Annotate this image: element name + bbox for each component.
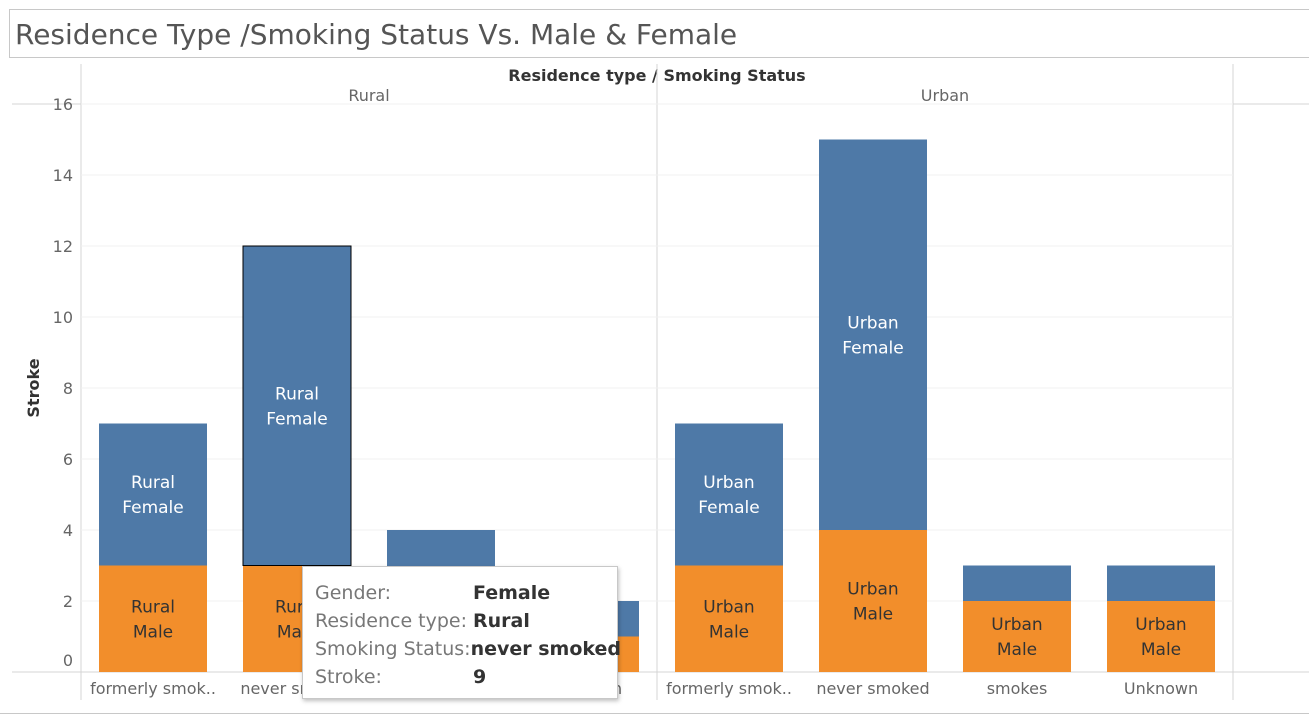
y-tick-label: 2 (63, 592, 73, 611)
tooltip-row-residence: Residence type: Rural (315, 607, 617, 635)
bar-label-male: Urban Male (1135, 615, 1186, 660)
tooltip: Gender: Female Residence type: Rural Smo… (302, 566, 621, 699)
tooltip-value: Rural (473, 610, 530, 632)
y-tick-label: 4 (63, 521, 73, 540)
bar-male-urban-2 (963, 601, 1071, 672)
x-tick-label: Unknown (1124, 679, 1198, 698)
tooltip-row-smoking: Smoking Status: never smoked (315, 635, 621, 663)
bar-female-rural-0 (99, 423, 207, 566)
bar-label-male: Urban Male (703, 597, 754, 642)
bar-label-female: Rural Female (122, 473, 183, 518)
x-tick-label: formerly smok.. (90, 679, 216, 698)
x-tick-label: never smoked (816, 679, 929, 698)
tooltip-key: Stroke: (315, 666, 382, 688)
panel-label-rural: Rural (348, 86, 389, 105)
x-tick-label: formerly smok.. (666, 679, 792, 698)
bar-label-male: Urban Male (991, 615, 1042, 660)
y-tick-label: 14 (53, 166, 73, 185)
chart-frame (0, 58, 1309, 714)
bar-female-urban-2 (963, 565, 1071, 601)
y-tick-label: 8 (63, 379, 73, 398)
bar-label-female: Urban Female (842, 313, 903, 358)
bar-female-rural-1 (242, 245, 352, 566)
x-tick-label: smokes (987, 679, 1048, 698)
bar-female-urban-3 (1107, 565, 1215, 601)
tooltip-row-gender: Gender: Female (315, 579, 617, 607)
bar-male-rural-0 (99, 565, 207, 672)
tooltip-key: Smoking Status: (315, 638, 471, 660)
bar-female-urban-0 (675, 423, 783, 566)
tooltip-key: Gender: (315, 582, 392, 604)
y-tick-label: 6 (63, 450, 73, 469)
tooltip-row-stroke: Stroke: 9 (315, 663, 617, 691)
y-tick-label: 10 (53, 308, 73, 327)
bar-male-urban-0 (675, 565, 783, 672)
chart-title-box: Residence Type /Smoking Status Vs. Male … (9, 9, 1309, 58)
tooltip-value: 9 (473, 666, 487, 688)
chart-title: Residence Type /Smoking Status Vs. Male … (15, 18, 738, 51)
bar-label-female: Rural Female (266, 384, 327, 429)
y-tick-label: 12 (53, 237, 73, 256)
bar-male-urban-1 (819, 530, 927, 672)
panel-label-urban: Urban (921, 86, 969, 105)
y-axis-label: Stroke (24, 358, 43, 417)
y-tick-label: 0 (63, 651, 73, 670)
y-tick-label: 16 (53, 95, 73, 114)
tooltip-value: never smoked (470, 638, 622, 660)
tooltip-value: Female (473, 582, 551, 604)
bar-label-male: Rural Male (131, 597, 175, 642)
bar-male-urban-3 (1107, 601, 1215, 672)
bar-female-urban-1 (819, 139, 927, 530)
bar-label-female: Urban Female (698, 473, 759, 518)
bar-label-male: Urban Male (847, 580, 898, 625)
tooltip-key: Residence type: (315, 610, 468, 632)
